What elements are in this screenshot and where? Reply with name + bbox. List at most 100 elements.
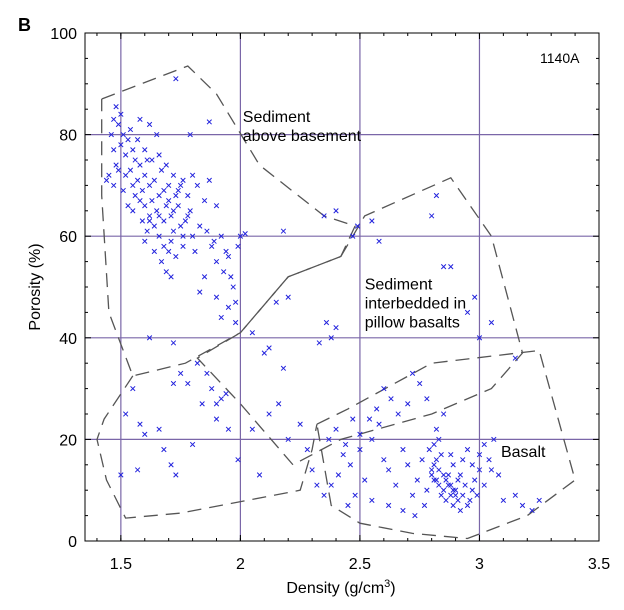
region-boundary: [96, 375, 318, 519]
data-point: [170, 228, 177, 234]
data-point: [405, 462, 411, 468]
data-point: [326, 436, 332, 443]
data-point: [469, 487, 475, 493]
data-point: [122, 411, 129, 417]
data-point: [457, 472, 463, 478]
data-point: [321, 492, 327, 498]
data-point: [424, 396, 430, 402]
data-point: [161, 446, 167, 453]
data-point: [156, 233, 162, 239]
data-point: [433, 426, 440, 432]
data-point: [206, 119, 212, 125]
data-point: [261, 350, 267, 356]
data-point: [376, 421, 382, 427]
data-point: [431, 462, 437, 468]
data-point: [417, 380, 423, 387]
data-point: [168, 238, 174, 244]
region-boundaries: [96, 65, 576, 540]
data-point: [189, 233, 196, 239]
data-point: [111, 147, 117, 153]
annotation-line: interbedded in: [365, 296, 466, 313]
data-point: [347, 462, 354, 468]
data-point: [221, 269, 227, 275]
data-point: [464, 502, 471, 509]
data-point: [309, 467, 315, 473]
data-point: [362, 477, 368, 483]
data-point: [168, 462, 174, 468]
data-point: [130, 147, 136, 153]
data-point: [374, 406, 380, 412]
data-point: [187, 131, 193, 138]
data-point: [280, 228, 287, 234]
data-point: [450, 487, 456, 493]
data-point: [350, 233, 356, 239]
data-point: [142, 147, 148, 153]
data-point: [142, 203, 148, 209]
data-point: [189, 172, 196, 178]
data-point: [476, 335, 483, 341]
data-point: [230, 284, 236, 290]
data-point: [481, 441, 487, 448]
data-point: [350, 416, 356, 422]
data-point: [177, 182, 184, 189]
data-point: [204, 370, 210, 377]
data-point: [235, 243, 241, 250]
data-point: [488, 319, 495, 326]
data-point: [161, 218, 167, 224]
data-point: [340, 451, 346, 458]
data-point: [127, 167, 134, 173]
data-point: [106, 172, 112, 178]
data-point: [249, 426, 256, 432]
data-point: [491, 436, 497, 443]
data-point: [180, 177, 186, 183]
x-axis-title: Density (g/cm3): [286, 578, 395, 597]
data-point: [395, 411, 401, 417]
data-point: [428, 472, 435, 478]
data-point: [142, 431, 148, 437]
data-point: [132, 157, 138, 163]
y-tick-label: 80: [59, 128, 77, 145]
data-point: [385, 502, 392, 509]
data-point: [436, 436, 442, 443]
data-point: [127, 126, 134, 133]
data-point: [381, 457, 387, 463]
data-point: [455, 497, 461, 504]
data-point: [149, 157, 155, 163]
data-point: [211, 238, 217, 244]
data-point: [197, 289, 203, 295]
annotation-line: Sediment: [365, 277, 433, 294]
data-point: [428, 213, 435, 219]
data-point: [464, 446, 471, 453]
data-point: [197, 223, 203, 229]
data-point: [213, 294, 220, 300]
data-point: [460, 457, 466, 463]
data-point: [218, 314, 224, 321]
data-point: [189, 441, 196, 448]
data-point: [321, 213, 327, 219]
data-point: [400, 446, 406, 453]
data-point: [142, 238, 148, 244]
data-point: [103, 177, 110, 183]
data-point: [113, 104, 119, 110]
panel-letter: B: [18, 15, 31, 35]
data-point: [137, 197, 143, 204]
data-point: [149, 197, 155, 204]
data-point: [385, 467, 392, 473]
annotation-basalt: Basalt: [501, 444, 546, 461]
data-point: [256, 472, 263, 478]
annotation-sediment-above: Sediment above basement: [243, 109, 362, 145]
data-point: [405, 401, 411, 407]
data-point: [448, 492, 454, 498]
data-point: [218, 396, 224, 402]
data-point: [285, 436, 291, 443]
data-point: [170, 380, 177, 387]
y-tick-label: 100: [50, 26, 77, 43]
data-point: [130, 385, 136, 392]
data-point: [168, 213, 174, 219]
data-point: [354, 223, 361, 229]
data-point: [266, 411, 272, 417]
data-point: [209, 385, 215, 392]
data-point: [476, 467, 483, 473]
data-point: [495, 472, 502, 478]
x-tick-label: 2.5: [349, 556, 371, 573]
